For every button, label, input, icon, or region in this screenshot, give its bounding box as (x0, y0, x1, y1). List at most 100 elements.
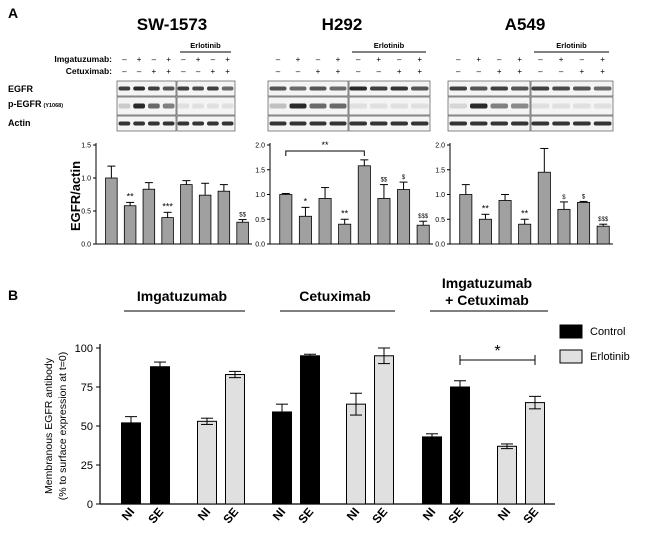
p-egfr-band (329, 103, 347, 109)
treatment-imgatuzumab-sign: + (225, 55, 230, 64)
cell-line-title-h292: H292 (322, 15, 363, 34)
treatment-cetuximab-sign: + (316, 67, 321, 76)
actin-band (449, 121, 467, 126)
treatment-imgatuzumab-sign: + (166, 55, 171, 64)
y-tick-label: 50 (81, 421, 93, 433)
treatment-imgatuzumab-sign: + (417, 55, 422, 64)
actin-band (390, 121, 408, 126)
actin-band (118, 121, 131, 126)
bar (497, 445, 517, 505)
bar (338, 223, 352, 245)
p-egfr-band (221, 103, 234, 109)
bar (422, 436, 442, 505)
treatment-cetuximab-sign: + (397, 67, 402, 76)
blot-label-actin: Actin (8, 118, 31, 128)
blot-frame (447, 96, 531, 116)
blot-frame (530, 80, 614, 97)
actin-band (411, 121, 429, 126)
panel-b-ylabel-line2: (% to surface expression at t=0) (57, 352, 69, 501)
egfr-band (490, 86, 508, 91)
blot-frame (116, 96, 177, 116)
actin-band (329, 121, 347, 126)
treatment-cetuximab-sign: + (152, 67, 157, 76)
bar (518, 223, 532, 245)
egfr-band (207, 86, 219, 91)
bar (525, 402, 545, 505)
significance-mark: $ (562, 195, 566, 201)
bracket-label: ** (322, 140, 330, 150)
panel-b-ylabel-line1: Membranous EGFR antibody (43, 357, 55, 494)
treatment-imgatuzumab-sign: – (456, 55, 461, 64)
group-header-imgatuzumab: Imgatuzumab (137, 288, 227, 304)
treatment-cetuximab-sign: + (517, 67, 522, 76)
bar (346, 403, 366, 505)
actin-band (309, 121, 327, 126)
actin-band (511, 121, 529, 126)
treatment-imgatuzumab-sign: + (600, 55, 605, 64)
bar (300, 355, 320, 505)
p-egfr-band (148, 103, 160, 109)
bar (374, 355, 394, 505)
p-egfr-band (490, 103, 508, 109)
panel-a-label: A (8, 5, 18, 21)
actin-band (133, 121, 145, 126)
blot-frame (116, 115, 177, 132)
bar (596, 225, 610, 245)
y-tick-label: 0.5 (435, 217, 445, 224)
actin-band (269, 121, 287, 126)
egfr-band (552, 86, 570, 91)
treatment-imgatuzumab-sign: + (296, 55, 301, 64)
p-egfr-band (449, 103, 467, 109)
actin-band (207, 121, 219, 126)
treatment-imgatuzumab-sign: – (122, 55, 127, 64)
blot-frame (530, 115, 614, 132)
p-egfr-band (370, 103, 388, 109)
treatment-imgatuzumab-sign: – (152, 55, 157, 64)
bar (105, 177, 118, 245)
p-egfr-band (133, 103, 145, 109)
treatment-cetuximab-sign: + (580, 67, 585, 76)
p-egfr-band (573, 103, 591, 109)
p-egfr-band (531, 103, 550, 109)
treatment-cetuximab-sign: – (122, 67, 127, 76)
y-tick-label: 1.0 (435, 192, 445, 199)
blot-frame (267, 96, 349, 116)
x-tick-label: NI (495, 505, 513, 523)
actin-band (573, 121, 591, 126)
bar (142, 188, 156, 245)
blot-frame (447, 115, 531, 132)
actin-band (177, 121, 190, 126)
x-tick-label: SE (369, 505, 390, 526)
bracket-label: * (494, 343, 500, 360)
significance-mark: ** (482, 203, 490, 213)
treatment-cetuximab-sign: – (538, 67, 543, 76)
treatment-cetuximab-sign: – (196, 67, 201, 76)
actin-band (370, 121, 388, 126)
treatment-imgatuzumab-sign: – (356, 55, 361, 64)
y-tick-label: 0.0 (81, 242, 91, 249)
egfr-band (411, 86, 429, 91)
significance-mark: $$$ (598, 217, 609, 223)
x-tick-label: NI (119, 505, 137, 523)
treatment-imgatuzumab-sign: + (517, 55, 522, 64)
actin-band (593, 121, 612, 126)
bar (397, 189, 411, 245)
blot-label-p-egfr: p-EGFR (Y1068) (8, 99, 63, 109)
y-tick-label: 0 (87, 499, 93, 511)
treatment-cetuximab-sign: – (377, 67, 382, 76)
p-egfr-band (390, 103, 408, 109)
p-egfr-band (289, 103, 307, 109)
legend-label-control: Control (590, 326, 625, 338)
blot-frame (116, 80, 177, 97)
treatment-cetuximab-sign: – (276, 67, 281, 76)
p-egfr-band (192, 103, 204, 109)
p-egfr-band (177, 103, 190, 109)
x-tick-label: NI (420, 505, 438, 523)
bar (416, 224, 430, 245)
legend-swatch-control (559, 324, 583, 339)
egfr-band (192, 86, 204, 91)
egfr-band (531, 86, 550, 91)
egfr-band (177, 86, 190, 91)
treatment-imgatuzumab-sign: – (276, 55, 281, 64)
